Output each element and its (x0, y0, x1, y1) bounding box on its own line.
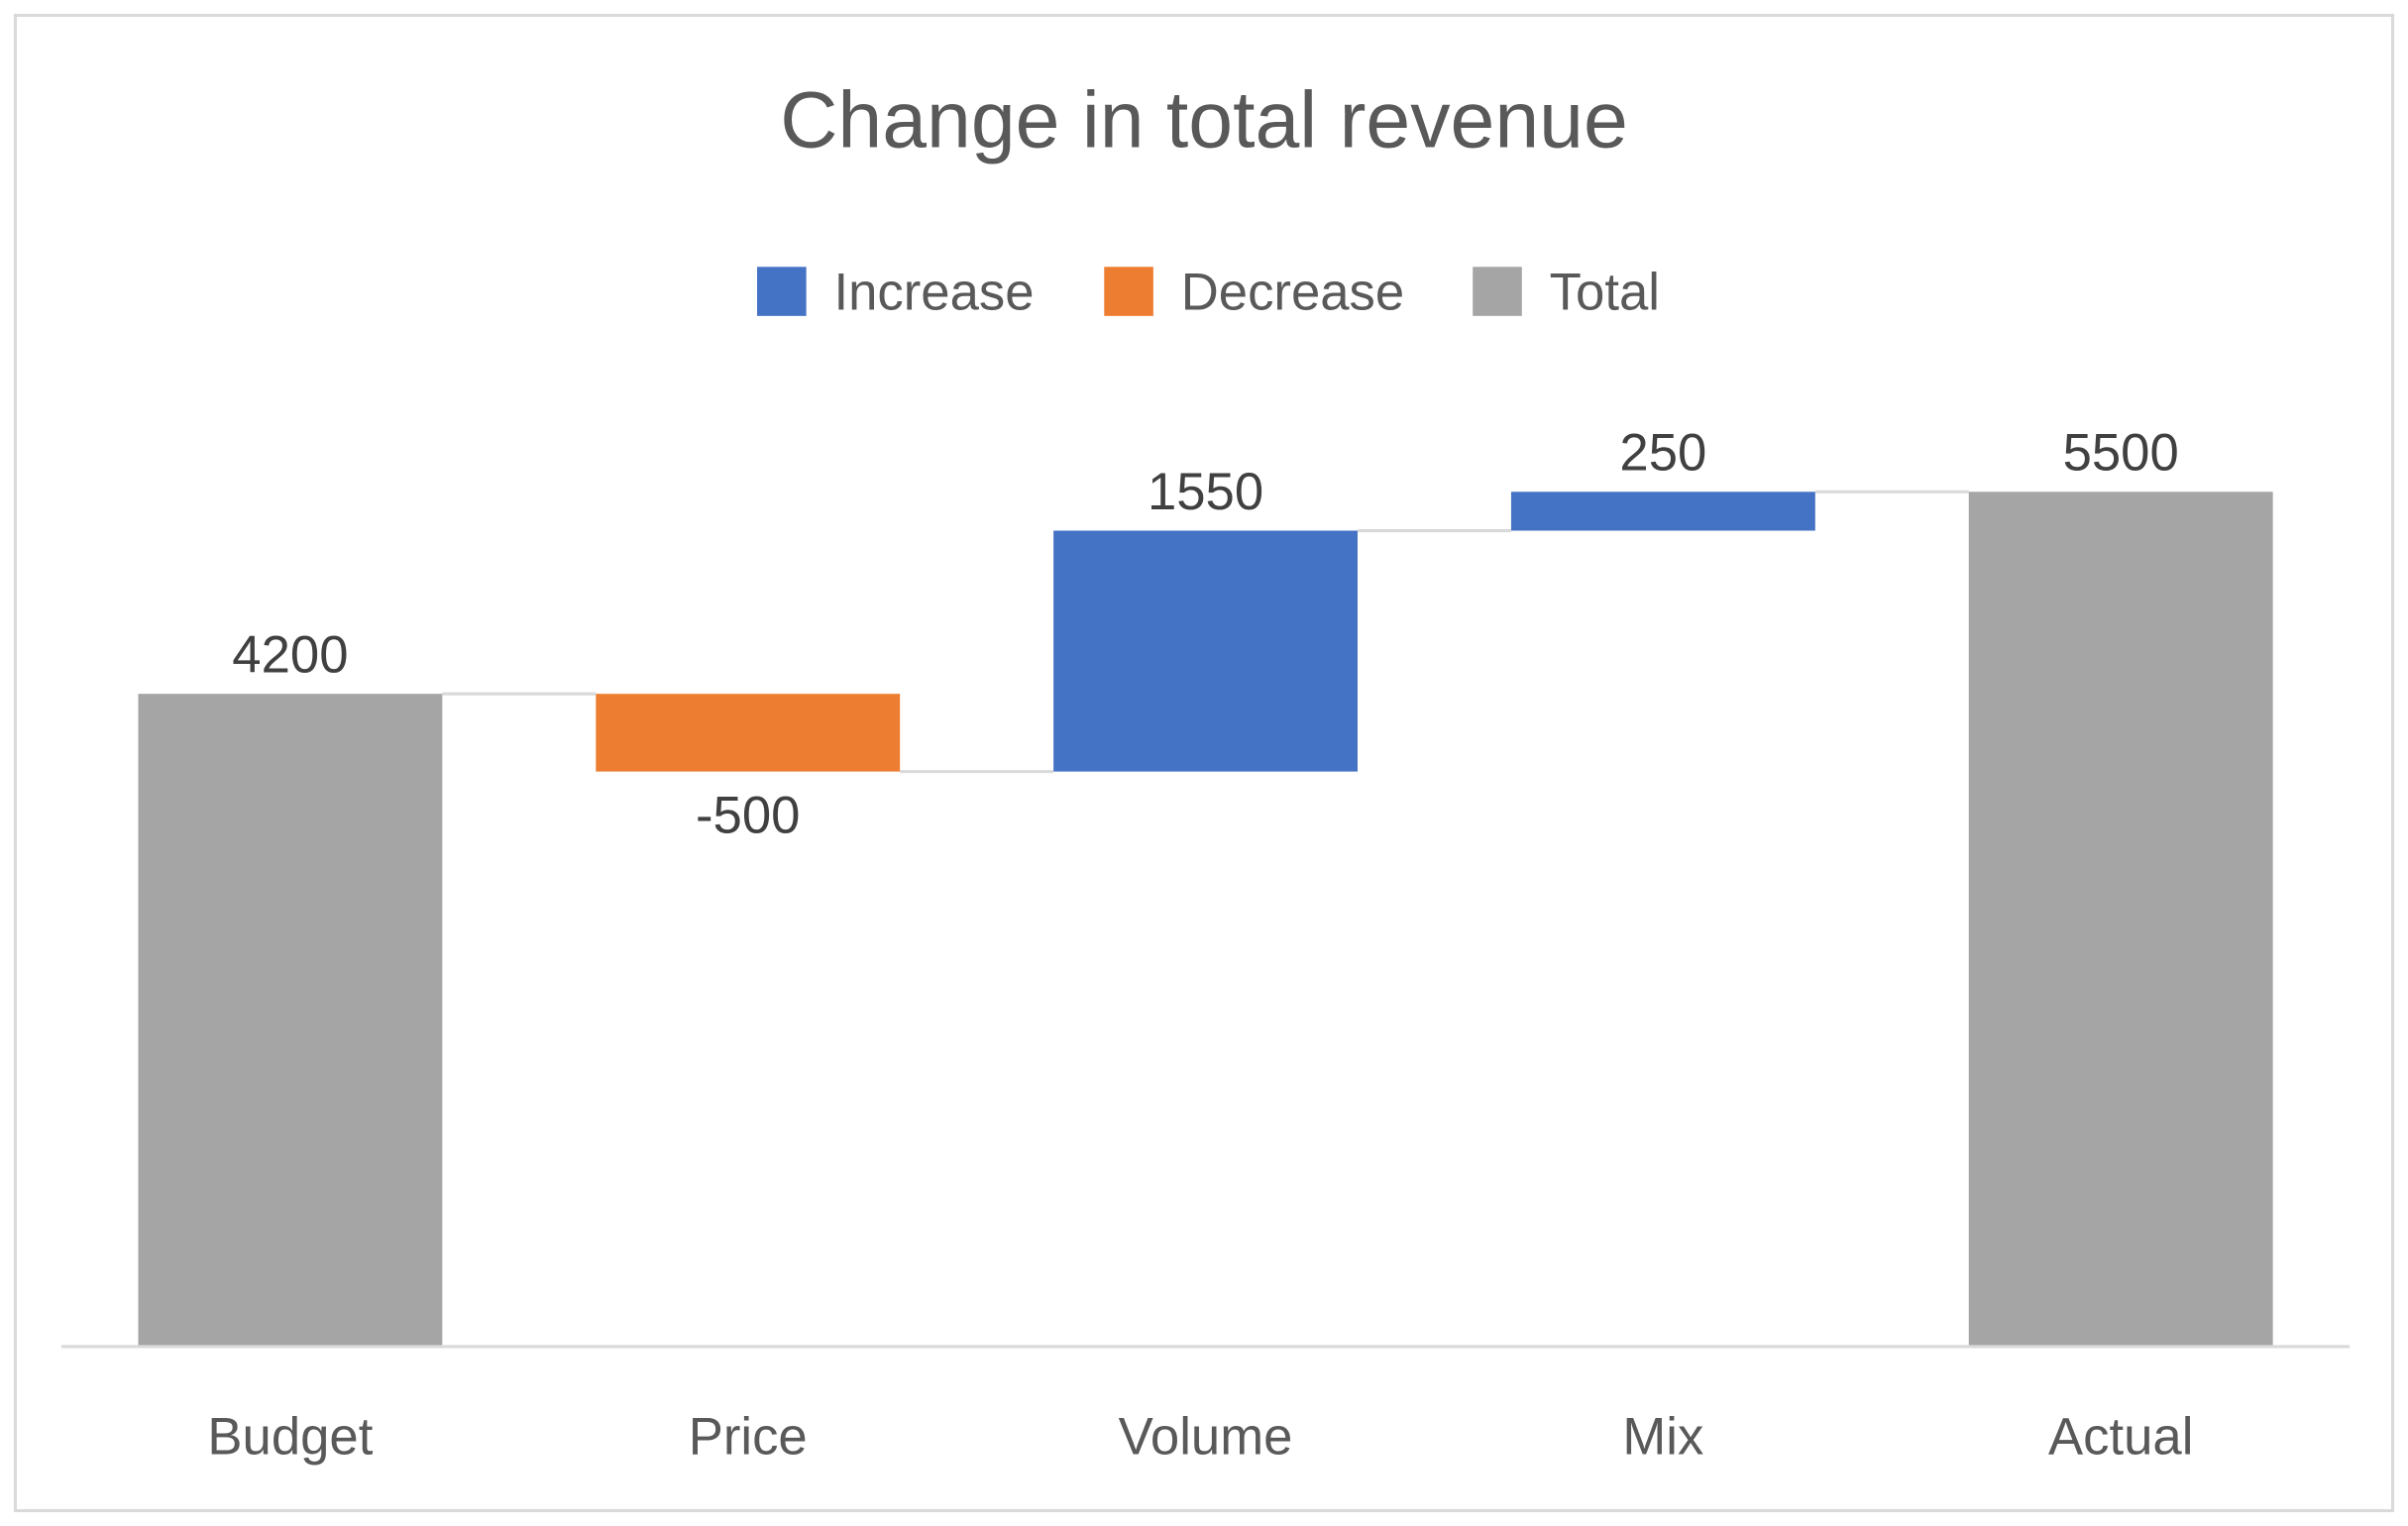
data-label-budget: 4200 (232, 626, 348, 685)
data-label-actual: 5500 (2063, 424, 2179, 483)
bar-mix (1510, 491, 1815, 531)
category-label-mix: Mix (1622, 1407, 1703, 1466)
legend-label-total: Total (1550, 264, 1660, 322)
category-label-budget: Budget (207, 1407, 373, 1466)
data-label-volume: 1550 (1148, 463, 1263, 521)
legend-label-increase: Increase (834, 264, 1035, 322)
legend-label-decrease: Decrease (1181, 264, 1404, 322)
data-label-price: -500 (696, 787, 800, 845)
connector-lines (442, 490, 1969, 774)
bar-actual (1968, 491, 2273, 1347)
category-label-price: Price (689, 1407, 808, 1466)
legend-swatch-increase (757, 267, 807, 316)
data-label-mix: 250 (1619, 424, 1706, 483)
legend-swatch-total (1473, 267, 1522, 316)
category-labels: Budget Price Volume Mix Actual (207, 1407, 2193, 1466)
bar-budget (138, 694, 443, 1347)
bars (138, 491, 2273, 1347)
chart-title: Change in total revenue (780, 76, 1628, 165)
data-labels: 4200 -500 1550 250 5500 (232, 424, 2178, 845)
category-label-volume: Volume (1119, 1407, 1293, 1466)
legend-swatch-decrease (1104, 267, 1153, 316)
legend: Increase Decrease Total (757, 264, 1660, 322)
category-label-actual: Actual (2048, 1407, 2193, 1466)
bar-volume (1053, 530, 1358, 772)
bar-price (596, 694, 901, 772)
